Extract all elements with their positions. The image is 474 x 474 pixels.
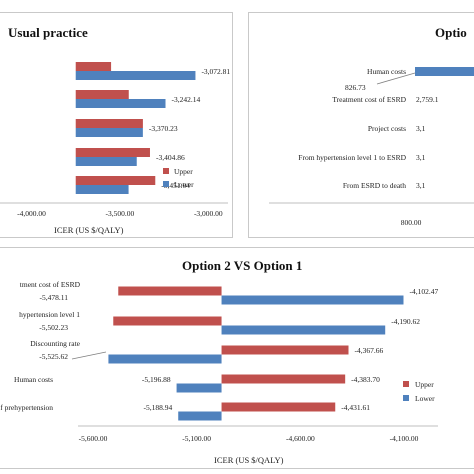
value-label: 3,1 xyxy=(416,153,426,162)
option2-vs-option1-title: Option 2 VS Option 1 xyxy=(182,258,302,273)
legend-upper-swatch xyxy=(163,168,169,174)
category-label: tment cost of ESRD xyxy=(20,280,81,289)
x-tick-label: -5,100.00 xyxy=(182,434,211,443)
legend-upper-swatch xyxy=(403,381,409,387)
lower-bar xyxy=(221,325,386,335)
lower-bar xyxy=(75,128,143,137)
legend-lower-swatch xyxy=(403,395,409,401)
upper-bar xyxy=(221,402,336,412)
value-label-right: -4,367.66 xyxy=(355,346,384,355)
x-tick-label: -3,500.00 xyxy=(106,209,135,218)
x-tick-label: -3,000.00 xyxy=(194,209,223,218)
value-label-right: -4,102.47 xyxy=(409,287,438,296)
x-tick-label: 800.00 xyxy=(401,218,422,227)
legend-upper-label: Upper xyxy=(415,380,434,389)
upper-bar xyxy=(221,345,349,355)
x-tick-label: -4,100.00 xyxy=(390,434,419,443)
value-label-right: -4,383.70 xyxy=(351,375,380,384)
category-label: Human costs xyxy=(367,67,406,76)
value-label: -3,370.23 xyxy=(149,124,178,133)
lower-bar xyxy=(75,157,137,166)
upper-bar xyxy=(75,90,129,99)
value-label: 3,1 xyxy=(416,181,426,190)
legend-upper-label: Upper xyxy=(174,167,193,176)
value-label-left: -5,502.23 xyxy=(39,323,68,332)
lower-bar xyxy=(75,71,196,80)
value-label-left: -5,478.11 xyxy=(40,293,69,302)
value-label: -3,404.86 xyxy=(156,153,185,162)
leader-line xyxy=(376,72,416,85)
lower-bar xyxy=(221,295,404,305)
option-title: Optio xyxy=(435,25,467,40)
usual-practice-x-axis-title: ICER (US $/QALY) xyxy=(54,225,124,235)
category-label: Project costs xyxy=(368,124,406,133)
legend-lower-label: Lower xyxy=(415,394,435,403)
x-tick-label: -4,600.00 xyxy=(286,434,315,443)
x-tick-label: -4,000.00 xyxy=(17,209,46,218)
option2-vs-option1-panel: Option 2 VS Option 1 ICER (US $/QALY) -4… xyxy=(0,247,474,469)
category-label: Treatment cost of ESRD xyxy=(332,95,406,104)
lower-bar xyxy=(415,67,474,76)
value-label-left: -5,188.94 xyxy=(143,403,172,412)
upper-bar xyxy=(75,62,112,71)
value-label: 2,759.1 xyxy=(416,95,439,104)
category-label: Discounting rate xyxy=(30,339,80,348)
lower-bar xyxy=(75,185,129,194)
leader-line xyxy=(71,351,107,360)
category-label: From hypertension level 1 to ESRD xyxy=(298,153,406,162)
upper-bar xyxy=(118,286,222,296)
value-label-right: -4,431.61 xyxy=(341,403,370,412)
usual-practice-title: Usual practice xyxy=(8,25,88,40)
category-label: n of prehypertension xyxy=(0,403,53,412)
upper-bar xyxy=(113,316,222,326)
lower-bar xyxy=(75,99,166,108)
option-panel: Optio Human costs Treatment cost of ESRD 2… xyxy=(248,12,474,238)
value-label: -3,242.14 xyxy=(172,95,201,104)
category-label: Human costs xyxy=(14,375,53,384)
category-label: hypertension level 1 xyxy=(19,310,80,319)
lower-bar xyxy=(178,411,222,421)
upper-bar xyxy=(75,119,143,128)
x-tick-label: -5,600.00 xyxy=(79,434,108,443)
upper-bar xyxy=(75,176,156,185)
category-label: From ESRD to death xyxy=(343,181,406,190)
value-label-right: -4,190.62 xyxy=(391,317,420,326)
option2-vs-option1-chart: Option 2 VS Option 1 ICER (US $/QALY) -4… xyxy=(0,258,438,465)
legend-lower-label: Lower xyxy=(174,180,194,189)
legend-lower-swatch xyxy=(163,181,169,187)
option2-x-axis-title: ICER (US $/QALY) xyxy=(214,455,284,465)
upper-bar xyxy=(221,374,346,384)
value-label: 826.73 xyxy=(345,83,366,92)
usual-practice-panel: Usual practice ICER (US $/QALY) -3,072.8… xyxy=(0,12,233,238)
lower-bar xyxy=(108,354,222,364)
value-label-left: -5,196.88 xyxy=(142,375,171,384)
value-label: -3,072.81 xyxy=(201,67,230,76)
value-label-left: -5,525.62 xyxy=(39,352,68,361)
value-label: 3,1 xyxy=(416,124,426,133)
value-label: -3,451.04 xyxy=(161,181,190,190)
lower-bar xyxy=(176,383,222,393)
usual-practice-chart: Usual practice ICER (US $/QALY) -3,072.8… xyxy=(0,25,230,235)
upper-bar xyxy=(75,148,150,157)
option-chart: Optio Human costs Treatment cost of ESRD 2… xyxy=(269,25,474,227)
